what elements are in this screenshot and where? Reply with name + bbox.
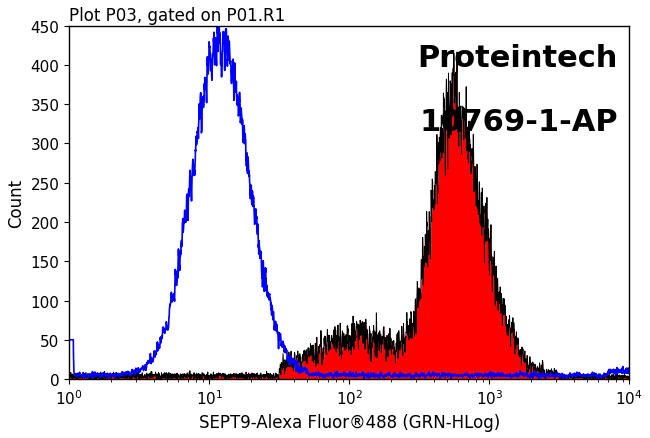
Text: 10769-1-AP: 10769-1-AP (419, 108, 618, 137)
Text: Proteintech: Proteintech (418, 44, 618, 73)
X-axis label: SEPT9-Alexa Fluor®488 (GRN-HLog): SEPT9-Alexa Fluor®488 (GRN-HLog) (199, 413, 500, 431)
Y-axis label: Count: Count (7, 178, 25, 227)
Text: Plot P03, gated on P01.R1: Plot P03, gated on P01.R1 (69, 7, 285, 25)
